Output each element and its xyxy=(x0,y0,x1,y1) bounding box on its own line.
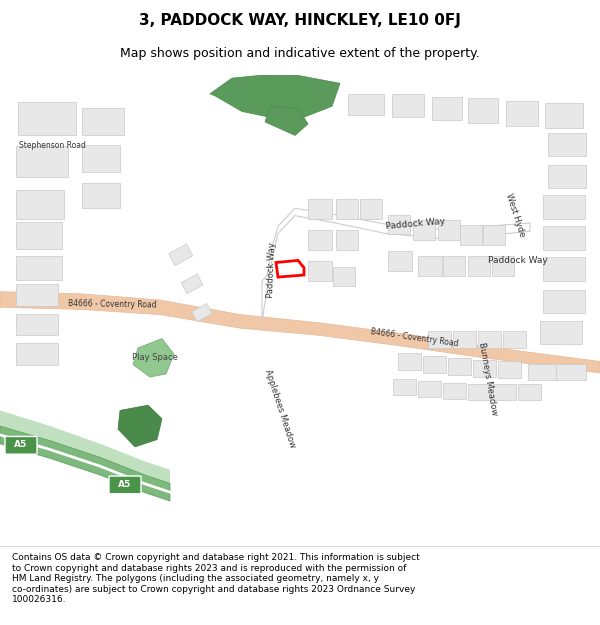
Bar xyxy=(428,331,451,348)
Bar xyxy=(398,353,421,370)
Text: Play Space: Play Space xyxy=(132,352,178,362)
Text: West Hyde: West Hyde xyxy=(504,192,526,239)
Polygon shape xyxy=(210,73,340,122)
Bar xyxy=(16,314,58,336)
Bar xyxy=(543,289,585,312)
Polygon shape xyxy=(0,292,600,373)
Bar xyxy=(540,321,582,344)
Polygon shape xyxy=(0,411,170,483)
Text: Applebees Meadow: Applebees Meadow xyxy=(263,368,297,449)
Text: Paddock Way: Paddock Way xyxy=(488,256,548,265)
Bar xyxy=(503,331,526,348)
Bar xyxy=(438,220,460,239)
Bar xyxy=(460,225,482,245)
Bar xyxy=(169,244,193,266)
Text: A5: A5 xyxy=(118,480,131,489)
Bar xyxy=(518,384,541,400)
Bar xyxy=(556,364,586,380)
Bar xyxy=(388,251,412,271)
Text: A5: A5 xyxy=(14,440,28,449)
Bar xyxy=(308,230,332,250)
Polygon shape xyxy=(118,405,162,447)
Bar xyxy=(493,384,516,400)
Bar xyxy=(393,379,416,395)
Bar xyxy=(418,381,441,397)
Bar xyxy=(82,183,120,208)
Bar xyxy=(336,230,358,250)
Bar xyxy=(545,103,583,128)
Bar xyxy=(443,256,465,276)
Bar xyxy=(308,199,332,219)
Bar xyxy=(432,97,462,120)
Bar xyxy=(16,256,62,280)
Bar xyxy=(506,101,538,126)
Bar xyxy=(333,267,355,286)
Bar xyxy=(498,361,521,378)
Bar xyxy=(413,220,435,239)
FancyBboxPatch shape xyxy=(109,476,141,494)
Bar xyxy=(82,108,124,136)
Text: Paddock Way: Paddock Way xyxy=(385,217,445,231)
Bar xyxy=(483,225,505,245)
Bar xyxy=(448,358,471,375)
Bar xyxy=(392,94,424,117)
FancyBboxPatch shape xyxy=(5,436,37,454)
Bar xyxy=(478,331,501,348)
Bar xyxy=(468,256,490,276)
Bar xyxy=(388,214,410,234)
Bar xyxy=(192,304,212,322)
Text: Stephenson Road: Stephenson Road xyxy=(19,141,85,151)
Bar xyxy=(16,222,62,249)
Bar xyxy=(543,226,585,250)
Bar xyxy=(348,94,384,114)
Bar xyxy=(360,199,382,219)
Bar xyxy=(543,195,585,219)
Bar xyxy=(16,284,58,306)
Polygon shape xyxy=(0,426,170,501)
Text: Paddock Way: Paddock Way xyxy=(266,242,277,298)
Polygon shape xyxy=(265,106,308,136)
Text: 3, PADDOCK WAY, HINCKLEY, LE10 0FJ: 3, PADDOCK WAY, HINCKLEY, LE10 0FJ xyxy=(139,14,461,29)
Bar xyxy=(468,98,498,123)
Bar xyxy=(181,274,203,294)
Bar xyxy=(528,364,558,380)
Polygon shape xyxy=(133,339,174,377)
Bar xyxy=(453,331,476,348)
Bar xyxy=(18,102,76,136)
Bar xyxy=(443,383,466,399)
Bar xyxy=(492,256,514,276)
Text: B4666 - Coventry Road: B4666 - Coventry Road xyxy=(370,327,459,348)
Text: B4666 - Coventry Road: B4666 - Coventry Road xyxy=(68,299,157,309)
Polygon shape xyxy=(262,208,530,322)
Bar xyxy=(16,189,64,219)
Text: Contains OS data © Crown copyright and database right 2021. This information is : Contains OS data © Crown copyright and d… xyxy=(12,554,420,604)
Bar xyxy=(548,164,586,188)
Bar xyxy=(16,146,68,177)
Bar xyxy=(543,258,585,281)
Bar xyxy=(418,256,442,276)
Bar xyxy=(308,261,332,281)
Bar xyxy=(82,145,120,172)
Bar xyxy=(423,356,446,373)
Bar xyxy=(468,384,491,400)
Bar xyxy=(548,133,586,156)
Text: Map shows position and indicative extent of the property.: Map shows position and indicative extent… xyxy=(120,48,480,61)
Text: Bunneys Meadow: Bunneys Meadow xyxy=(477,342,499,416)
Bar xyxy=(473,361,496,377)
Bar xyxy=(16,342,58,364)
Bar xyxy=(336,199,358,219)
